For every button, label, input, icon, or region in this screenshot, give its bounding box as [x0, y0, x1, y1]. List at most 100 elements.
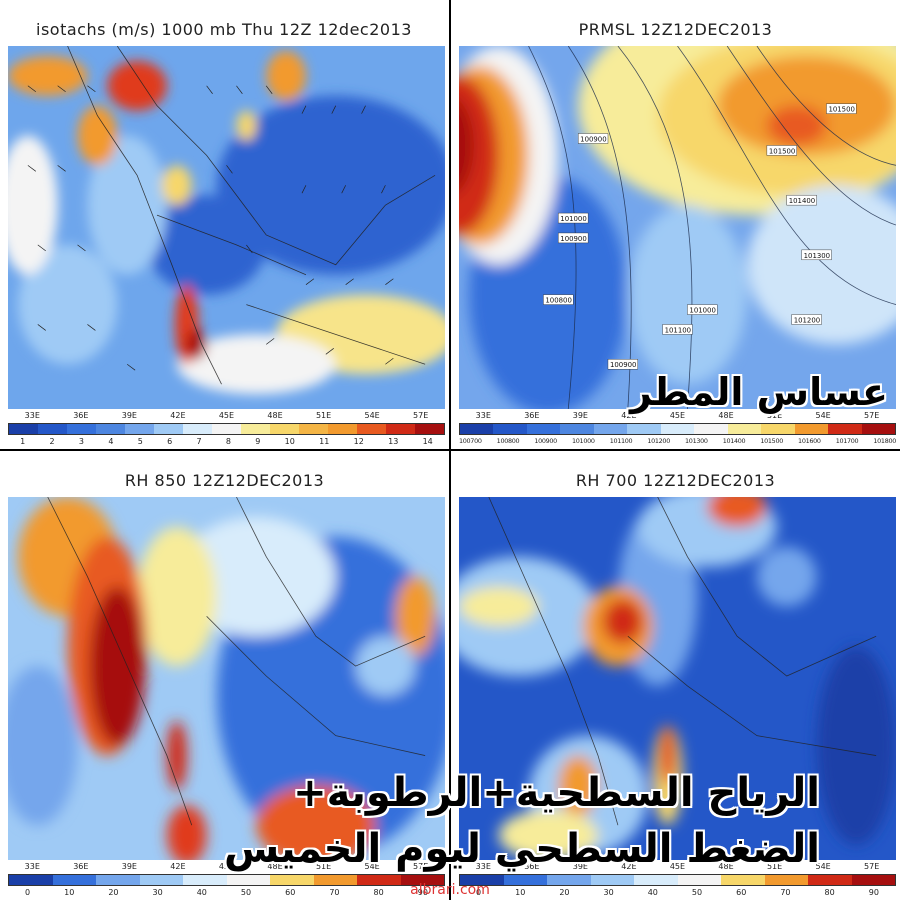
rh700-panel: RH 700 12Z12DEC2013	[451, 451, 900, 900]
lon-tick: 51E	[315, 411, 332, 420]
panel-title: PRMSL 12Z12DEC2013	[578, 20, 773, 39]
isobar-label: 101400	[789, 197, 815, 205]
lon-tick: 42E	[621, 862, 637, 871]
colorbar-tick: 20	[108, 888, 119, 897]
colorbar-tick: 5	[137, 437, 143, 446]
colorbar-tick: 14	[422, 437, 433, 446]
lon-tick: 33E	[24, 862, 40, 871]
lon-tick: 57E	[864, 862, 880, 871]
pressure-map: 100900 101000 100900 100800 100900 10100…	[459, 46, 896, 409]
colorbar-tick: 101000	[572, 437, 595, 445]
lon-tick: 54E	[364, 411, 380, 420]
colorbar-tick: 70	[780, 888, 791, 897]
lon-tick: 42E	[170, 411, 186, 420]
colorbar-tick: 60	[285, 888, 296, 897]
isobar-label: 100900	[580, 135, 606, 143]
lon-tick: 33E	[24, 411, 40, 420]
lon-tick: 54E	[815, 411, 831, 420]
isobar-label: 101000	[560, 215, 586, 223]
headline-line1: الرياح السطحية+الرطوبة+	[293, 770, 820, 816]
lon-tick: 45E	[669, 411, 686, 420]
isobar-label: 100900	[560, 235, 586, 243]
longitude-axis: 33E 36E 39E 42E 45E 48E 51E 54E 57E	[8, 862, 445, 874]
colorbar-labels: 1 2 3 4 5 6 7 8 9 10 11 12 13 14	[8, 437, 445, 449]
colorbar	[459, 423, 896, 435]
colorbar-tick: 101700	[835, 437, 859, 445]
colorbar-tick: 1	[20, 437, 26, 446]
isobar-label: 101500	[769, 147, 795, 155]
lon-tick: 51E	[766, 411, 783, 420]
lon-tick: 36E	[73, 411, 89, 420]
colorbar-tick: 6	[167, 437, 173, 446]
colorbar-tick: 101600	[798, 437, 821, 445]
lon-tick: 39E	[121, 862, 137, 871]
longitude-axis: 33E 36E 39E 42E 45E 48E 51E 54E 57E	[459, 862, 896, 874]
colorbar-tick: 9	[255, 437, 261, 446]
lon-tick: 48E	[267, 411, 283, 420]
colorbar-tick: 20	[559, 888, 570, 897]
colorbar-tick: 11	[319, 437, 330, 446]
colorbar-tick: 80	[373, 888, 384, 897]
colorbar-tick: 90	[417, 888, 428, 897]
lon-tick: 39E	[572, 411, 588, 420]
lon-tick: 48E	[718, 862, 734, 871]
panel-title: RH 850 12Z12DEC2013	[124, 471, 325, 490]
colorbar-tick: 12	[353, 437, 364, 446]
isobar-label: 101300	[804, 252, 830, 260]
colorbar-tick: 10	[64, 888, 75, 897]
lon-tick: 48E	[267, 862, 283, 871]
lon-tick: 36E	[73, 862, 89, 871]
lon-tick: 36E	[524, 862, 540, 871]
lon-tick: 39E	[572, 862, 588, 871]
colorbar-tick: 101200	[647, 437, 670, 445]
colorbar-tick: 60	[736, 888, 747, 897]
colorbar-tick: 30	[603, 888, 614, 897]
isobar-label: 101500	[828, 106, 854, 114]
colorbar-tick: 10	[284, 437, 295, 446]
colorbar	[8, 874, 445, 886]
isobar-label: 100800	[545, 297, 571, 305]
lon-tick: 54E	[364, 862, 380, 871]
headline-line2: الضغط السطحي ليوم الخميس	[223, 826, 820, 872]
colorbar-tick: 70	[329, 888, 340, 897]
prmsl-panel: PRMSL 12Z12DEC2013	[451, 0, 900, 449]
colorbar-tick: 50	[691, 888, 703, 897]
panel-title: RH 700 12Z12DEC2013	[575, 471, 776, 490]
lon-tick: 33E	[475, 862, 491, 871]
lon-tick: 57E	[864, 411, 880, 420]
colorbar-tick: 2	[49, 437, 55, 446]
lon-tick: 54E	[815, 862, 831, 871]
lon-tick: 45E	[669, 862, 686, 871]
lon-tick: 51E	[315, 862, 332, 871]
colorbar-tick: 101500	[760, 437, 783, 445]
lon-tick: 57E	[413, 411, 429, 420]
panel-title: isotachs (m/s) 1000 mb Thu 12Z 12dec2013	[36, 20, 412, 39]
brand-overlay: عساس المطر	[630, 370, 888, 414]
lon-tick: 48E	[718, 411, 734, 420]
colorbar-tick: 40	[647, 888, 658, 897]
colorbar-tick: 0	[476, 888, 482, 897]
colorbar-tick: 3	[78, 437, 85, 446]
lon-tick: 51E	[766, 862, 783, 871]
colorbar-tick: 101300	[685, 437, 708, 445]
colorbar-tick: 8	[225, 437, 231, 446]
humidity-850-map	[8, 497, 445, 860]
colorbar-tick: 10	[515, 888, 526, 897]
colorbar-tick: 100800	[496, 437, 520, 445]
colorbar	[459, 874, 896, 886]
colorbar-tick: 80	[824, 888, 835, 897]
rh850-panel: RH 850 12Z12DEC2013	[0, 451, 449, 900]
colorbar-tick: 40	[196, 888, 207, 897]
lon-tick: 36E	[524, 411, 540, 420]
colorbar-tick: 50	[240, 888, 252, 897]
colorbar-tick: 101400	[722, 437, 746, 445]
isobar-label: 101200	[794, 316, 820, 324]
watermark: albrari.com	[410, 882, 490, 898]
colorbar-tick: 4	[108, 437, 114, 446]
colorbar-labels: 100700 100800 100900 101000 101100 10120…	[459, 437, 896, 449]
colorbar-tick: 7	[196, 437, 202, 446]
colorbar-tick: 0	[25, 888, 31, 897]
colorbar-tick: 13	[388, 437, 399, 446]
lon-tick: 45E	[218, 411, 235, 420]
